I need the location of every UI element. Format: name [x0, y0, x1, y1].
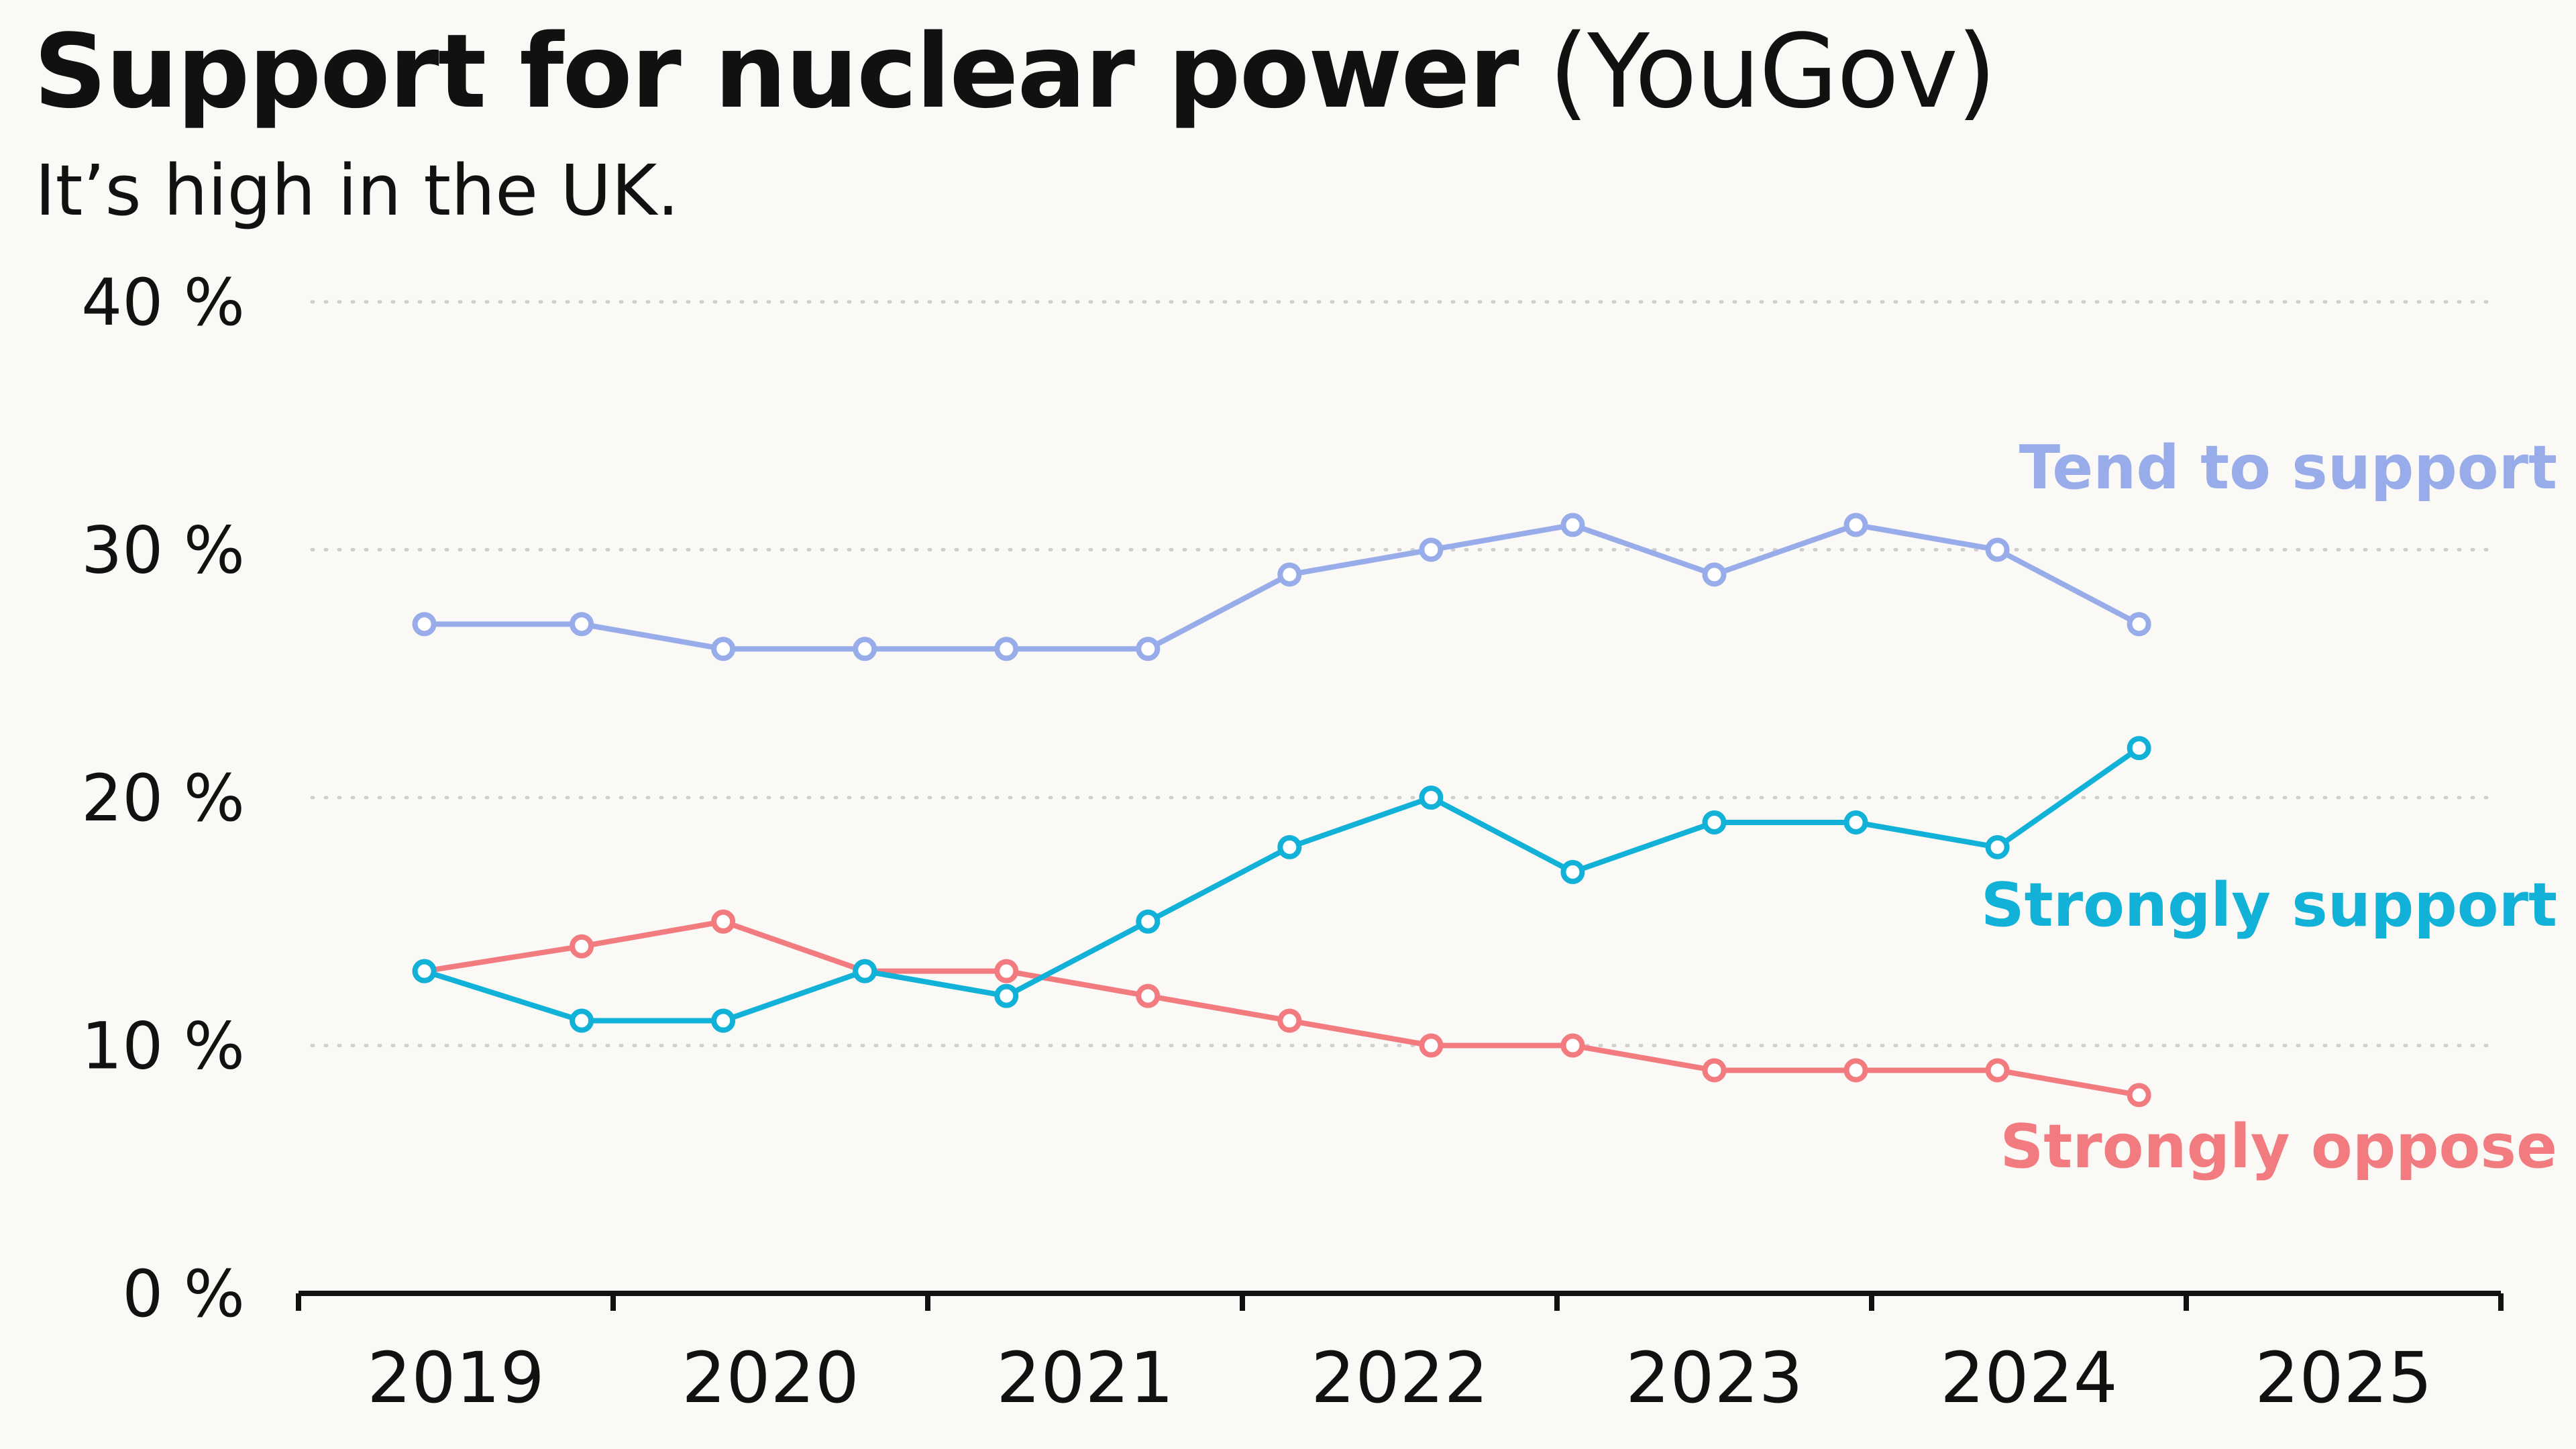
chart-subtitle: It’s high in the UK. [35, 150, 680, 231]
line-tend-to-support [424, 522, 2141, 652]
point-tend-to-support-12 [2127, 612, 2151, 637]
series-strongly-support [412, 736, 2151, 1033]
point-strongly-support-7 [1419, 786, 1444, 810]
point-strongly-oppose-9 [1702, 1058, 1727, 1083]
point-tend-to-support-11 [1985, 537, 2010, 562]
point-strongly-support-4 [994, 983, 1019, 1008]
point-strongly-support-12 [2127, 736, 2151, 761]
point-tend-to-support-2 [711, 637, 736, 661]
x-tick-label-2024: 2024 [1940, 1337, 2118, 1419]
point-strongly-oppose-12 [2127, 1083, 2151, 1108]
point-strongly-oppose-10 [1843, 1058, 1868, 1083]
gridlines [310, 300, 2498, 1047]
series-lines [412, 513, 2151, 1108]
point-tend-to-support-1 [570, 612, 594, 637]
point-strongly-support-8 [1560, 859, 1585, 884]
y-tick-label-30: 30 % [81, 513, 245, 588]
series-label-strongly-support: Strongly support [1981, 870, 2557, 941]
y-tick-label-20: 20 % [81, 761, 245, 836]
point-tend-to-support-0 [412, 612, 437, 637]
point-tend-to-support-3 [853, 637, 877, 661]
point-tend-to-support-9 [1702, 562, 1727, 587]
point-tend-to-support-8 [1560, 513, 1585, 537]
series-label-strongly-oppose: Strongly oppose [2000, 1112, 2557, 1182]
line-strongly-support [423, 745, 2141, 1024]
point-strongly-support-9 [1702, 810, 1727, 835]
y-axis-tick-labels: 0 % 10 % 20 % 30 % 40 % [81, 265, 245, 1332]
point-tend-to-support-4 [994, 637, 1019, 661]
point-tend-to-support-10 [1843, 513, 1868, 537]
x-axis: 2019 2020 2021 2022 2023 2024 2025 [296, 1291, 2504, 1419]
point-tend-to-support-6 [1277, 562, 1302, 587]
x-tick-label-2023: 2023 [1625, 1337, 1803, 1419]
point-strongly-oppose-11 [1985, 1058, 2010, 1083]
x-tick-label-2020: 2020 [682, 1337, 859, 1419]
chart-title-main: Support for nuclear power [34, 12, 1519, 131]
x-tick-label-2021: 2021 [996, 1337, 1174, 1419]
point-strongly-support-10 [1843, 810, 1868, 835]
y-tick-label-0: 0 % [122, 1256, 245, 1332]
point-strongly-oppose-5 [1136, 983, 1161, 1008]
point-strongly-oppose-8 [1560, 1033, 1585, 1058]
series-strongly-oppose [412, 909, 2151, 1108]
chart-title: Support for nuclear power (YouGov) [34, 11, 1996, 133]
x-tick-label-2025: 2025 [2255, 1337, 2432, 1419]
point-strongly-support-2 [711, 1008, 736, 1033]
point-strongly-support-11 [1985, 835, 2010, 859]
y-tick-label-10: 10 % [81, 1009, 245, 1084]
point-strongly-oppose-1 [570, 934, 594, 959]
point-strongly-support-0 [412, 959, 437, 983]
x-tick-label-2019: 2019 [367, 1337, 545, 1419]
point-strongly-support-6 [1277, 835, 1302, 859]
series-label-tend-to-support: Tend to support [2019, 433, 2557, 503]
series-labels: Tend to support Strongly support Strongly … [1981, 433, 2557, 1182]
point-strongly-support-3 [853, 959, 877, 983]
point-strongly-support-1 [570, 1008, 594, 1033]
point-strongly-oppose-6 [1277, 1008, 1302, 1033]
point-strongly-support-5 [1136, 909, 1161, 934]
y-tick-label-40: 40 % [81, 265, 245, 340]
x-tick-label-2022: 2022 [1311, 1337, 1489, 1419]
line-strongly-oppose [423, 918, 2140, 1098]
point-tend-to-support-5 [1136, 637, 1161, 661]
series-tend-to-support [412, 513, 2151, 661]
point-strongly-oppose-2 [711, 909, 736, 934]
chart-title-source: (YouGov) [1548, 12, 1996, 131]
point-tend-to-support-7 [1419, 537, 1444, 562]
point-strongly-oppose-4 [994, 959, 1019, 983]
point-strongly-oppose-7 [1419, 1033, 1444, 1058]
